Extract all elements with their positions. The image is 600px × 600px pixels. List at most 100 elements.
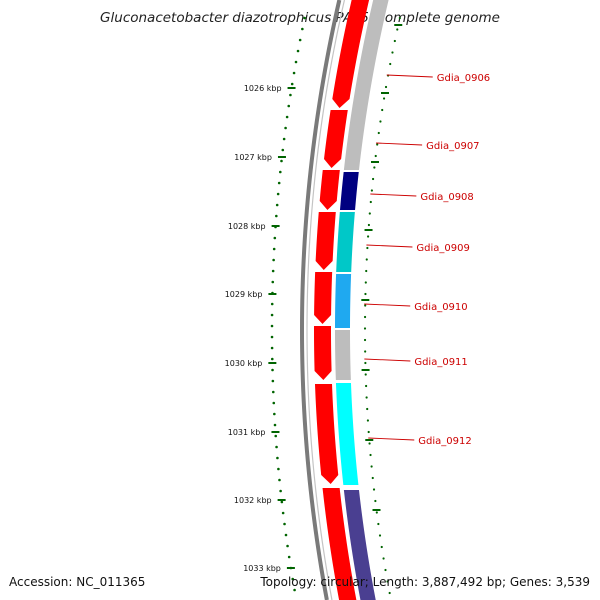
gc-dot (393, 39, 396, 43)
gc-dot (270, 324, 274, 328)
gc-dot (271, 280, 275, 284)
gc-dot (289, 93, 292, 97)
gc-dot (271, 368, 274, 372)
gc-dot (365, 258, 368, 261)
gene-arrow (314, 272, 333, 324)
gene-arrow (315, 212, 336, 270)
gc-dot (293, 588, 296, 592)
gc-dot (382, 97, 386, 100)
gc-dot (283, 522, 286, 526)
gc-dot (298, 38, 302, 42)
gc-dot (374, 499, 377, 503)
cog-segment (335, 274, 352, 328)
gc-dot (294, 60, 298, 64)
gc-dot (272, 258, 275, 262)
gc-dot (285, 115, 289, 119)
gc-dot (378, 534, 382, 537)
gc-dot (364, 281, 367, 284)
cog-segment (336, 212, 355, 272)
gc-dot (276, 456, 279, 460)
forward-strand-track (314, 0, 370, 600)
gc-dot (296, 49, 300, 53)
gc-dot (301, 27, 304, 31)
gc-dot (286, 544, 289, 548)
gene-label: Gdia_0907 (426, 141, 479, 152)
gc-dot (389, 62, 392, 66)
gc-dot (281, 148, 285, 152)
gc-dot (375, 511, 378, 514)
gc-dot (369, 453, 372, 457)
gc-dot (377, 522, 380, 526)
gc-dot (365, 396, 368, 399)
gc-dot (386, 580, 389, 583)
scale-tick-label: 1029 kbp (225, 290, 263, 299)
gc-dot (279, 489, 282, 493)
scale-tick-label: 1033 kbp (243, 564, 281, 573)
gc-dot (396, 28, 399, 31)
gc-dot (287, 104, 291, 108)
gc-dot (363, 327, 367, 330)
gc-dot (366, 407, 369, 411)
label-leader (386, 74, 433, 78)
gene-arrow (332, 0, 370, 108)
gc-dot (270, 357, 274, 361)
gc-dot (282, 137, 286, 141)
scale-tick-label: 1032 kbp (234, 496, 272, 505)
gc-dot (398, 16, 401, 20)
gene-arrow (314, 326, 332, 380)
gene-arrow (314, 384, 339, 484)
gc-dot (291, 577, 295, 581)
label-leader (364, 303, 411, 307)
gc-dot (272, 247, 276, 251)
cog-segment (335, 330, 351, 380)
genome-backbone (299, 0, 346, 600)
gc-dot (371, 476, 374, 480)
gc-dot (365, 269, 368, 273)
gc-dot-track (270, 16, 401, 595)
gc-dot (271, 269, 275, 273)
gc-dot (270, 346, 274, 350)
gene-label: Gdia_0906 (437, 73, 490, 84)
label-leader (370, 193, 417, 197)
gc-dot (363, 315, 367, 319)
cog-segment (339, 172, 359, 210)
gc-dot (373, 166, 376, 169)
gc-dot (363, 338, 367, 342)
gene-arrow (319, 170, 340, 210)
gc-dot (364, 292, 367, 296)
gc-dot (369, 200, 372, 204)
gc-dot (280, 159, 283, 163)
gc-dot (367, 430, 370, 434)
gc-dot (384, 85, 388, 89)
gc-dot (368, 212, 371, 215)
gc-dot (270, 335, 274, 339)
scale-tick-label: 1030 kbp (225, 359, 263, 368)
gene-label: Gdia_0910 (414, 302, 467, 313)
gc-dot (274, 434, 278, 438)
label-leader (366, 244, 413, 248)
gc-dot (278, 478, 281, 482)
gc-dot (281, 511, 285, 515)
gc-dot (368, 442, 371, 445)
gc-dot (287, 555, 291, 559)
gc-dot (292, 71, 296, 75)
gc-dot (303, 16, 306, 20)
scale-tick-label: 1031 kbp (228, 428, 266, 437)
gc-dot (364, 373, 367, 376)
map-title: Gluconacetobacter diazotrophicus PAl 5, … (100, 10, 500, 26)
gc-dot (377, 131, 380, 135)
gc-dot (391, 51, 394, 54)
gc-dot (370, 465, 373, 468)
label-leader (364, 358, 411, 362)
gc-dot (376, 143, 379, 146)
gc-dot (275, 203, 279, 207)
gc-dot (290, 82, 294, 86)
topology-text: Topology: circular; Length: 3,887,492 bp… (260, 575, 590, 589)
label-leader (368, 437, 415, 441)
gc-dot (382, 557, 385, 560)
gc-dot (366, 246, 369, 250)
gene-arrow (324, 110, 348, 168)
accession-text: Accession: NC_011365 (9, 575, 146, 589)
backbone-line (299, 0, 342, 600)
backbone-shadow (306, 0, 346, 600)
